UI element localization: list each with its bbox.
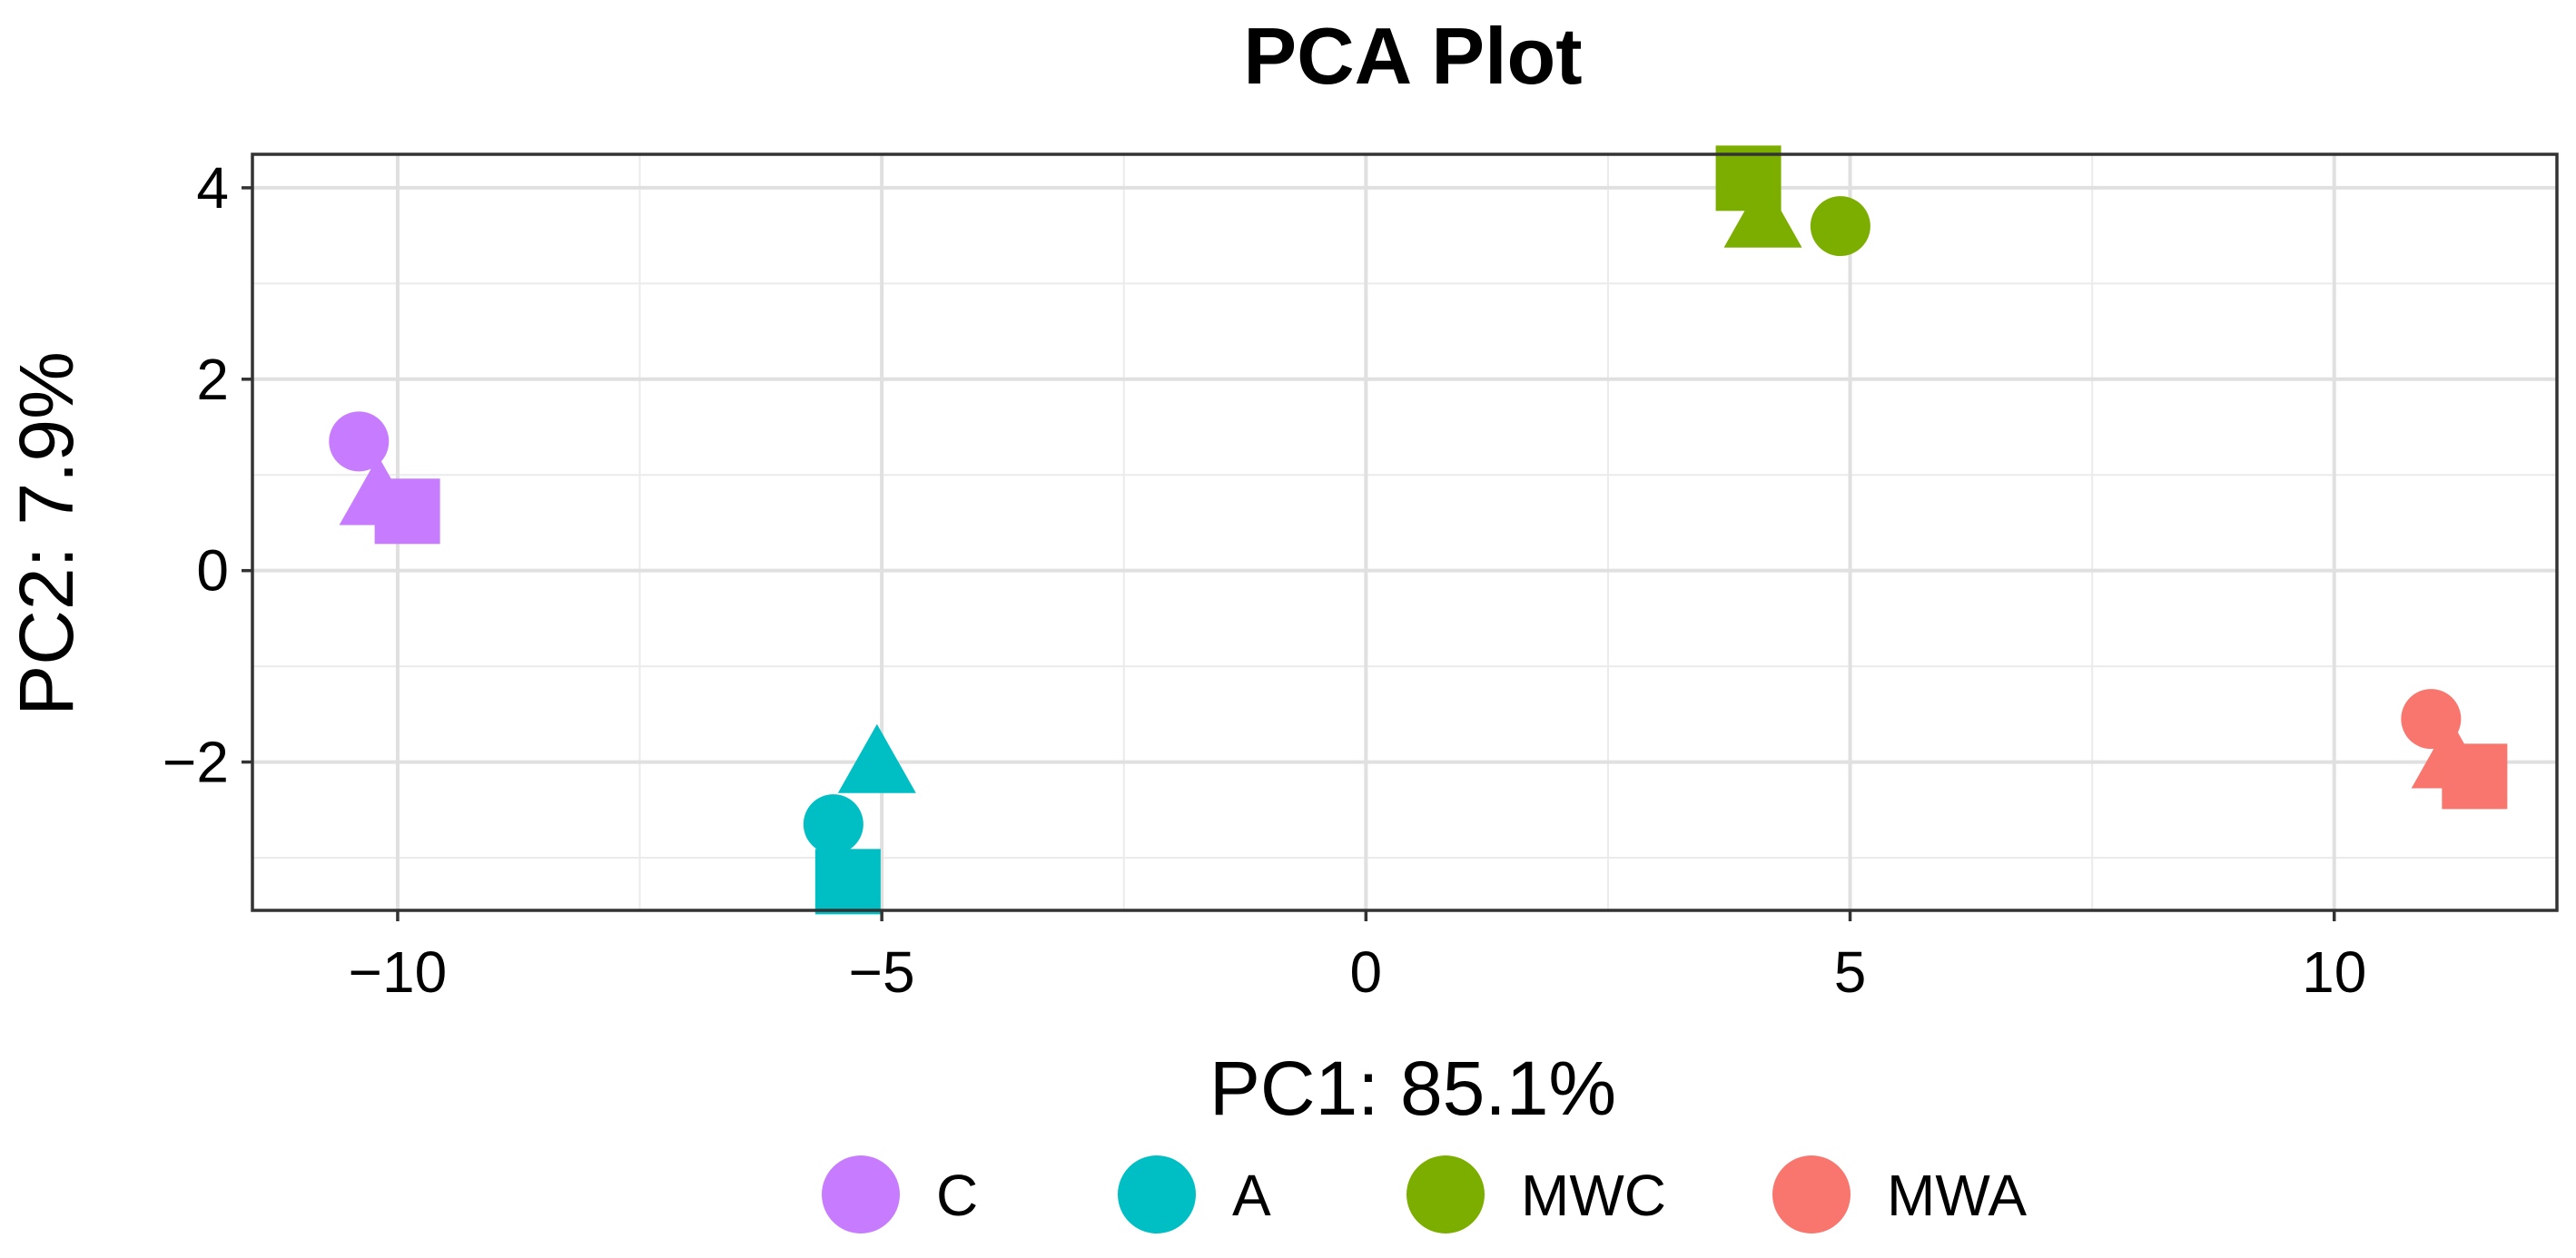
axis-ticks [242, 186, 2336, 921]
legend-label-c: C [936, 1163, 978, 1228]
x-tick-label: 0 [1350, 939, 1383, 1005]
legend-label-a: A [1232, 1163, 1271, 1228]
legend: C A MWC MWA [822, 1155, 2027, 1233]
x-tick-label: 10 [2302, 939, 2366, 1005]
data-points [329, 145, 2508, 915]
x-tick-label: 5 [1834, 939, 1867, 1005]
plot-area [251, 145, 2559, 915]
y-tick-label: −2 [163, 730, 229, 795]
y-tick-label: 2 [196, 347, 229, 412]
plot-background [252, 154, 2557, 910]
point-mwc-circle [1810, 196, 1870, 257]
grid-major [252, 154, 2557, 910]
point-c-circle [329, 411, 390, 472]
y-tick-label: 4 [196, 155, 229, 221]
point-a-triangle [837, 723, 916, 793]
y-axis-title: PC2: 7.9% [4, 351, 89, 716]
x-tick-label: −5 [849, 939, 915, 1005]
legend-key-mwc [1406, 1155, 1485, 1233]
legend-key-c [822, 1155, 900, 1233]
point-mwa-square [2442, 743, 2508, 810]
legend-key-a [1118, 1155, 1196, 1233]
point-a-square [814, 849, 881, 915]
grid-minor [252, 154, 2557, 910]
x-axis-title: PC1: 85.1% [1209, 1046, 1616, 1131]
point-mwc-triangle [1723, 178, 1802, 248]
point-mwc-square [1715, 145, 1781, 211]
chart-title: PCA Plot [1243, 11, 1582, 101]
point-a-circle [803, 794, 864, 855]
y-tick-label: 0 [196, 538, 229, 604]
y-tick-labels: −2 0 2 4 [163, 155, 229, 795]
legend-key-mwa [1772, 1155, 1851, 1233]
plot-border [251, 152, 2559, 912]
x-tick-label: −10 [349, 939, 448, 1005]
point-c-square [374, 478, 440, 545]
x-tick-labels: −10 −5 0 5 10 [349, 939, 2367, 1005]
legend-label-mwc: MWC [1521, 1163, 1666, 1228]
legend-label-mwa: MWA [1887, 1163, 2027, 1228]
